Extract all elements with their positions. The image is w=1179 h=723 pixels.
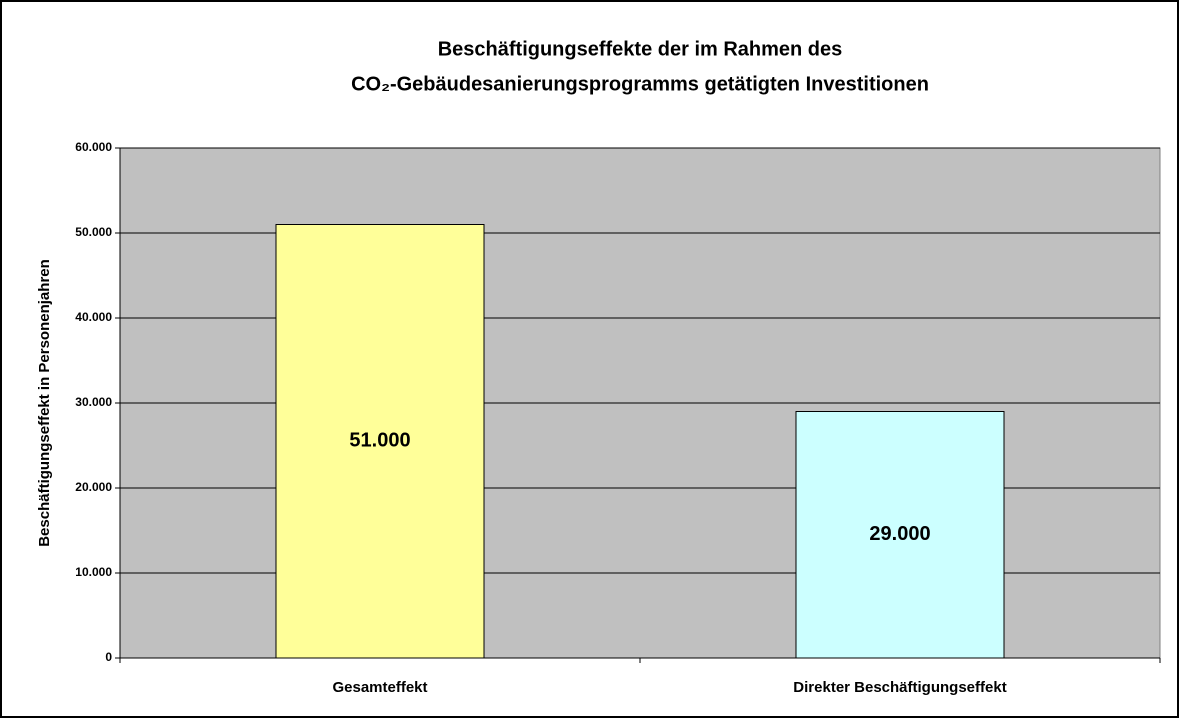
bar: [795, 411, 1005, 659]
chart-title: Beschäftigungseffekte der im Rahmen des: [438, 38, 843, 60]
y-tick-label: 20.000: [75, 480, 112, 494]
bar: [275, 224, 485, 659]
y-tick-label: 30.000: [75, 395, 112, 409]
y-tick-label: 60.000: [75, 140, 112, 154]
chart-title: CO₂-Gebäudesanierungsprogramms getätigte…: [351, 73, 929, 95]
value-label: 51.000: [349, 430, 410, 452]
x-tick-label: Direkter Beschäftigungseffekt: [793, 679, 1006, 696]
value-label: 29.000: [869, 523, 930, 545]
x-tick-label: Gesamteffekt: [332, 679, 427, 696]
y-tick-label: 50.000: [75, 225, 112, 239]
y-axis-label: Beschäftigungseffekt in Personenjahren: [36, 259, 53, 547]
y-tick-label: 40.000: [75, 310, 112, 324]
y-tick-label: 0: [105, 650, 112, 664]
y-tick-label: 10.000: [75, 565, 112, 579]
